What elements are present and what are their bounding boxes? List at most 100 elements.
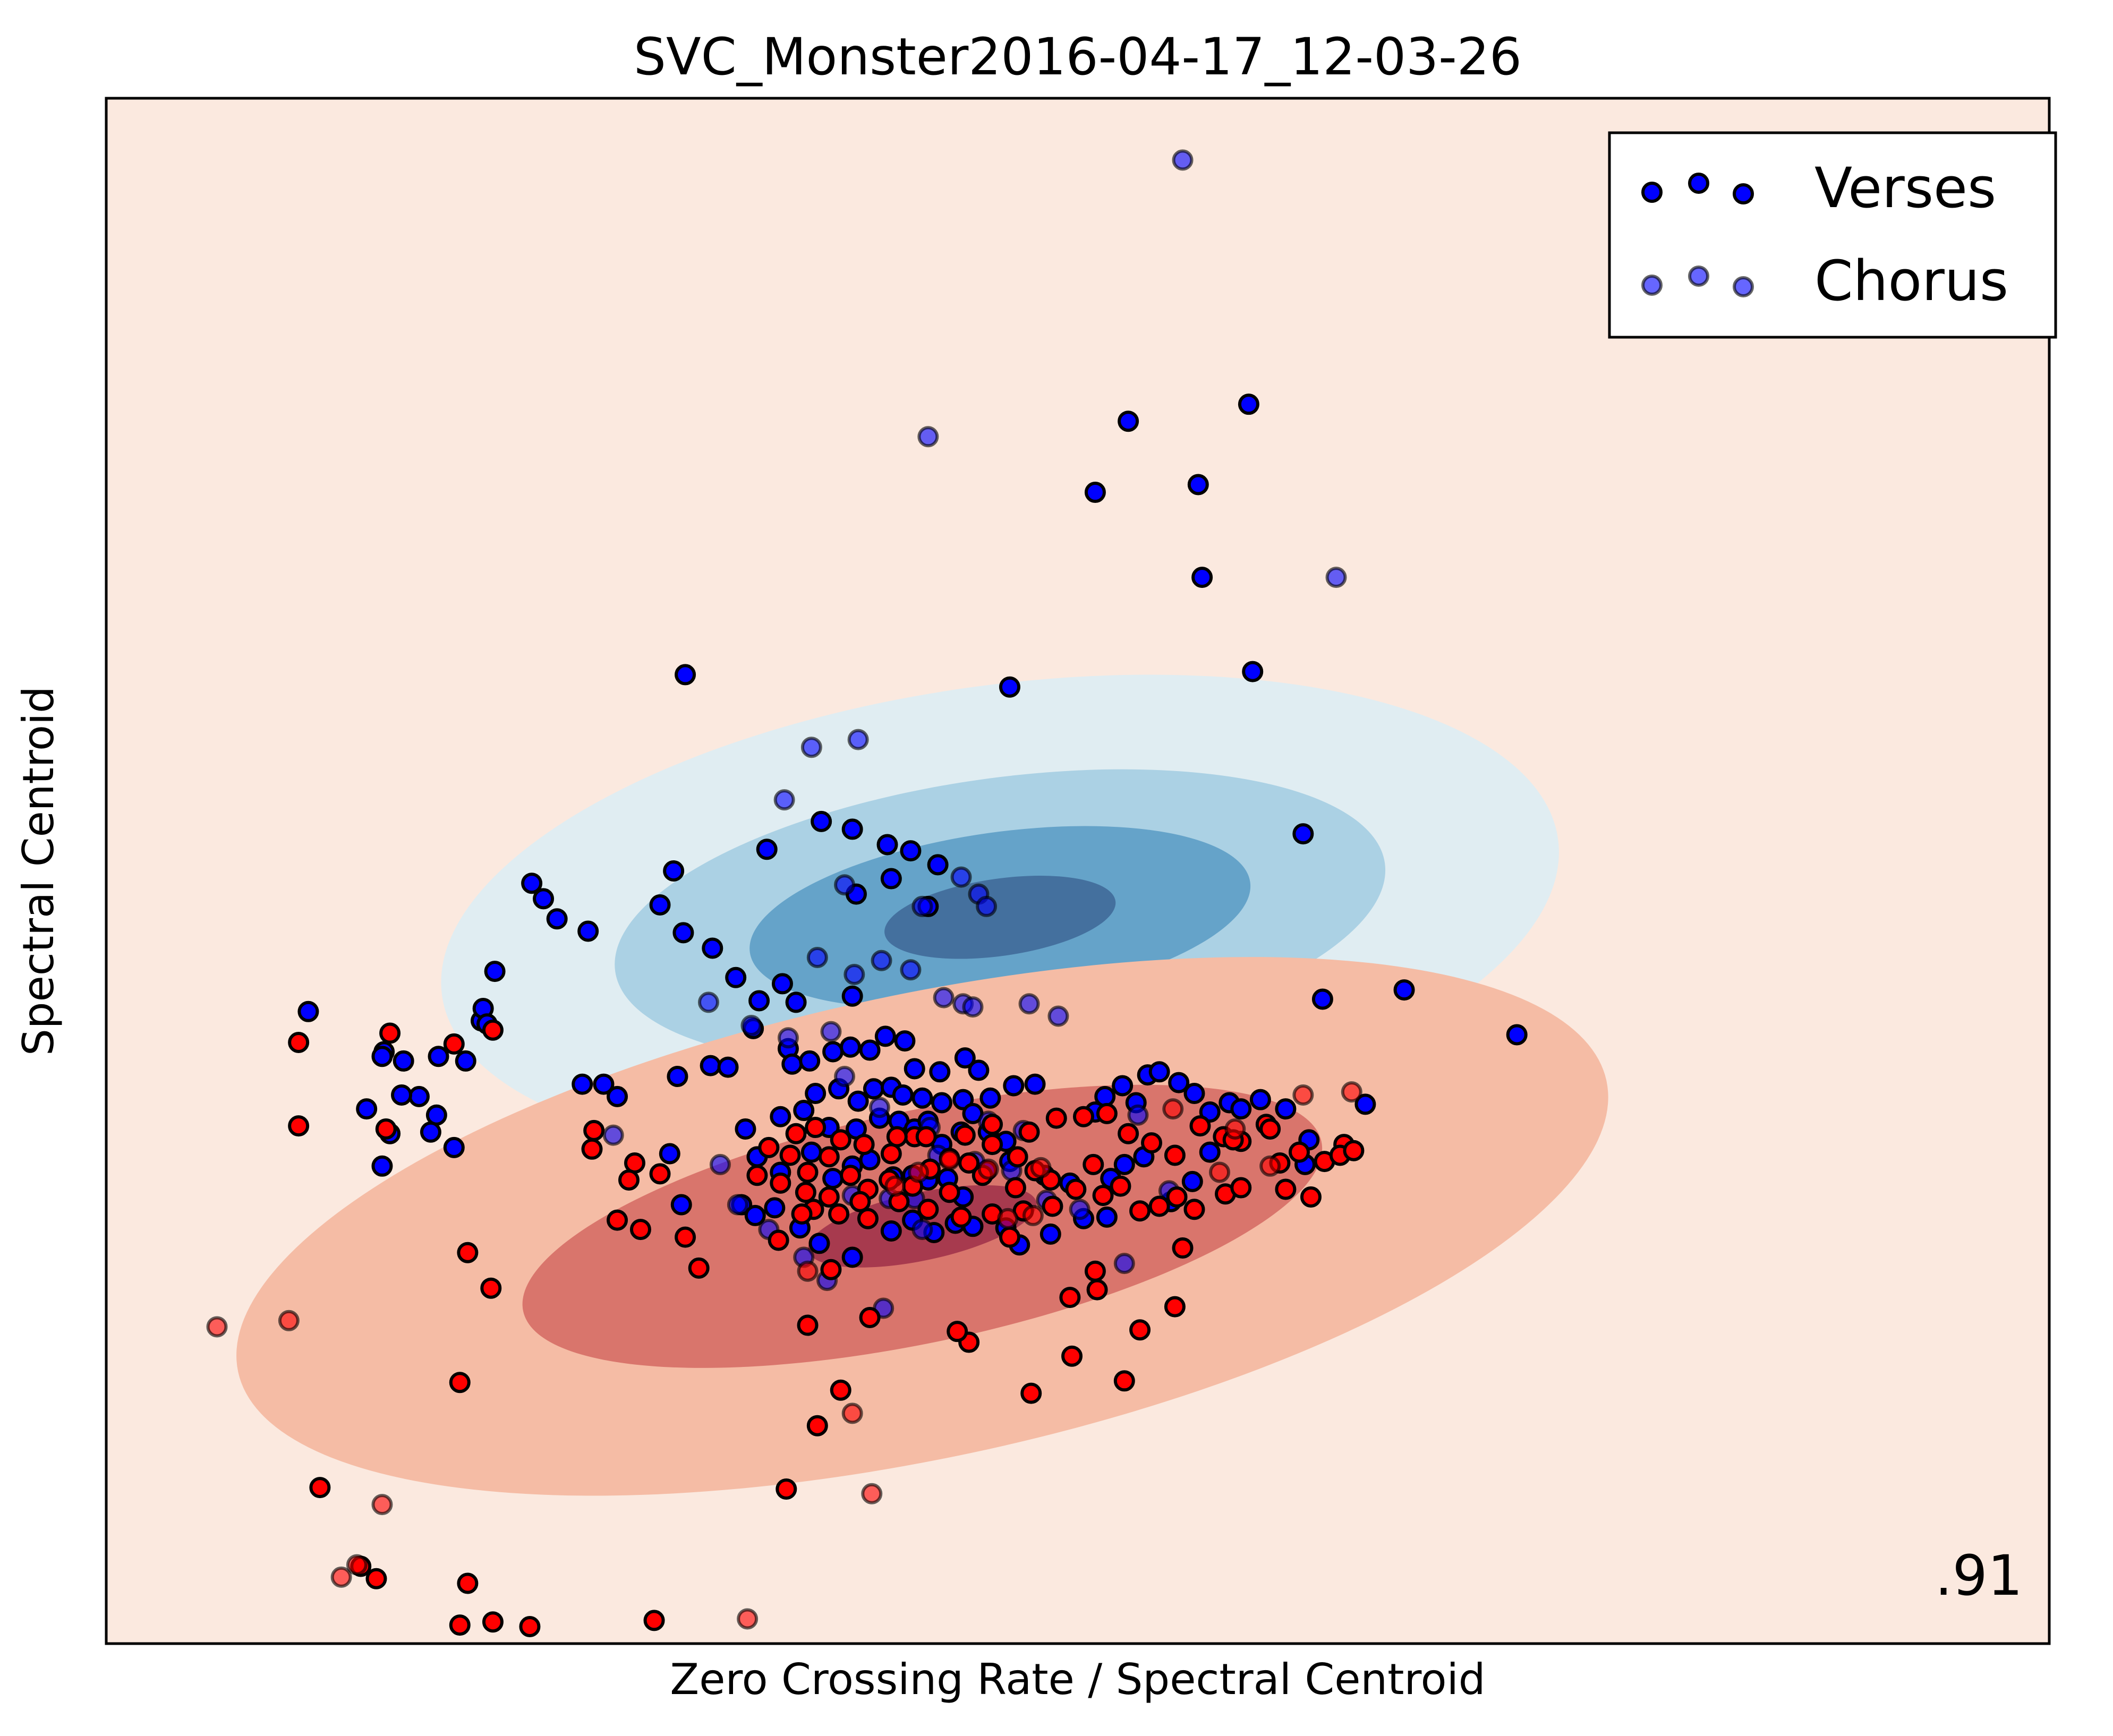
point-chorus-faded-15 bbox=[933, 987, 955, 1008]
point-verses-150 bbox=[1230, 1098, 1252, 1120]
point-verses-143 bbox=[1354, 1093, 1376, 1115]
point-negative-faded-8 bbox=[797, 1260, 819, 1282]
point-negative-73 bbox=[1289, 1141, 1310, 1163]
point-verses-41 bbox=[659, 1143, 680, 1165]
point-negative-faded-19 bbox=[1341, 1081, 1362, 1103]
point-negative-faded-15 bbox=[1030, 1157, 1052, 1178]
point-chorus-faded-23 bbox=[820, 1021, 842, 1042]
legend-marker-chorus-2 bbox=[1733, 276, 1754, 297]
point-negative-66 bbox=[1118, 1123, 1139, 1144]
legend-marker-chorus-0 bbox=[1641, 275, 1663, 296]
point-verses-28 bbox=[725, 967, 747, 988]
point-negative-54 bbox=[746, 1165, 768, 1186]
point-negative-5 bbox=[375, 1118, 397, 1140]
point-chorus-faded-42 bbox=[727, 1194, 748, 1216]
point-negative-32 bbox=[758, 1136, 780, 1158]
point-verses-134 bbox=[1148, 1061, 1170, 1083]
point-verses-40 bbox=[607, 1085, 628, 1107]
point-negative-106 bbox=[947, 1321, 968, 1342]
point-negative-49 bbox=[954, 1124, 976, 1146]
point-verses-12 bbox=[756, 839, 778, 860]
point-chorus-faded-22 bbox=[777, 1027, 799, 1049]
legend-frame bbox=[1608, 131, 2057, 339]
scatter-points bbox=[206, 149, 1528, 1637]
point-negative-95 bbox=[999, 1226, 1020, 1248]
point-verses-83 bbox=[1024, 1073, 1046, 1095]
point-negative-88 bbox=[1092, 1185, 1114, 1207]
point-chorus-faded-17 bbox=[962, 996, 984, 1018]
point-verses-66 bbox=[874, 1025, 896, 1047]
point-negative-faded-0 bbox=[206, 1316, 228, 1338]
point-verses-56 bbox=[356, 1098, 378, 1120]
point-verses-25 bbox=[649, 894, 671, 916]
point-negative-21 bbox=[643, 1610, 665, 1631]
point-verses-131 bbox=[1112, 1075, 1134, 1097]
point-negative-14 bbox=[309, 1477, 331, 1499]
point-verses-20 bbox=[927, 854, 949, 876]
legend-label-verses: Verses bbox=[1814, 156, 1996, 220]
point-negative-111 bbox=[629, 1219, 651, 1241]
point-verses-68 bbox=[904, 1058, 925, 1080]
point-verses-63 bbox=[822, 1041, 844, 1063]
point-negative-97 bbox=[1164, 1296, 1186, 1318]
point-negative-6 bbox=[581, 1138, 603, 1160]
point-negative-115 bbox=[797, 1314, 819, 1336]
point-negative-0 bbox=[288, 1032, 310, 1054]
point-negative-3 bbox=[482, 1019, 504, 1041]
point-verses-119 bbox=[880, 1220, 902, 1242]
point-verses-46 bbox=[408, 1085, 430, 1107]
point-negative-57 bbox=[828, 1203, 850, 1225]
point-negative-76 bbox=[1110, 1175, 1131, 1197]
point-negative-faded-20 bbox=[1259, 1155, 1281, 1177]
point-negative-18 bbox=[449, 1614, 471, 1636]
point-chorus-faded-38 bbox=[1113, 1253, 1135, 1275]
point-negative-55 bbox=[770, 1172, 791, 1194]
point-verses-18 bbox=[880, 868, 902, 890]
point-negative-faded-14 bbox=[1022, 1204, 1044, 1226]
point-negative-7 bbox=[583, 1119, 605, 1141]
point-verses-47 bbox=[391, 1084, 413, 1106]
point-negative-9 bbox=[618, 1169, 640, 1191]
point-verses-80 bbox=[952, 1089, 974, 1110]
point-negative-96 bbox=[1084, 1260, 1106, 1282]
point-chorus-faded-20 bbox=[697, 991, 719, 1013]
point-negative-faded-4 bbox=[330, 1566, 352, 1588]
point-verses-60 bbox=[443, 1136, 465, 1158]
point-negative-58 bbox=[857, 1208, 879, 1229]
point-verses-1 bbox=[999, 676, 1020, 698]
point-negative-82 bbox=[1230, 1177, 1252, 1199]
point-negative-108 bbox=[688, 1257, 710, 1279]
point-chorus-faded-24 bbox=[834, 1066, 856, 1088]
point-verses-151 bbox=[1506, 1024, 1528, 1046]
point-negative-faded-9 bbox=[884, 1175, 906, 1197]
point-verses-148 bbox=[1181, 1170, 1203, 1192]
point-verses-101 bbox=[822, 1168, 844, 1190]
point-verses-0 bbox=[675, 664, 696, 686]
point-verses-64 bbox=[840, 1036, 862, 1058]
point-negative-13 bbox=[449, 1372, 471, 1393]
point-verses-33 bbox=[748, 990, 770, 1012]
point-negative-48 bbox=[915, 1126, 937, 1148]
point-verses-53 bbox=[393, 1050, 414, 1072]
point-negative-104 bbox=[1020, 1382, 1042, 1404]
point-verses-8 bbox=[1242, 661, 1264, 682]
point-negative-116 bbox=[830, 1379, 851, 1401]
point-verses-85 bbox=[793, 1100, 815, 1122]
point-negative-77 bbox=[1129, 1200, 1151, 1222]
point-verses-61 bbox=[781, 1053, 803, 1075]
legend-marker-verses-0 bbox=[1641, 182, 1663, 203]
point-verses-49 bbox=[484, 961, 506, 982]
point-verses-7 bbox=[1292, 823, 1314, 845]
point-verses-3 bbox=[1187, 474, 1209, 495]
point-negative-107 bbox=[820, 1259, 842, 1280]
point-chorus-faded-25 bbox=[868, 1097, 890, 1118]
point-verses-23 bbox=[521, 873, 543, 894]
point-verses-82 bbox=[1003, 1075, 1025, 1097]
plot-frame bbox=[105, 97, 2051, 1645]
point-negative-86 bbox=[1343, 1140, 1365, 1161]
point-verses-97 bbox=[735, 1118, 756, 1140]
point-chorus-faded-41 bbox=[709, 1153, 731, 1175]
point-negative-faded-7 bbox=[861, 1483, 883, 1504]
point-verses-74 bbox=[847, 1090, 869, 1112]
point-verses-75 bbox=[863, 1078, 884, 1100]
